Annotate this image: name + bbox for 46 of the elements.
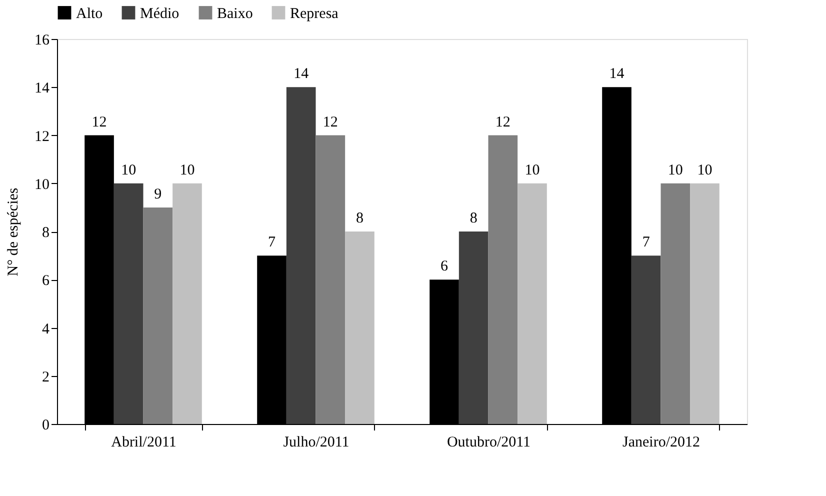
legend-label: Baixo bbox=[217, 6, 253, 22]
y-tick-label: 0 bbox=[42, 418, 50, 434]
y-tick-label: 10 bbox=[34, 176, 50, 193]
bar bbox=[345, 232, 374, 424]
data-label: 14 bbox=[294, 66, 310, 82]
x-tick-label: Julho/2011 bbox=[283, 434, 350, 450]
bar bbox=[690, 183, 720, 424]
y-axis-title: N° de espécies bbox=[6, 188, 22, 276]
y-tick-label: 2 bbox=[42, 369, 50, 386]
x-tick-label: Janeiro/2012 bbox=[622, 434, 700, 450]
bar bbox=[172, 183, 202, 424]
data-label: 12 bbox=[92, 114, 107, 130]
y-tick-label: 16 bbox=[34, 32, 50, 48]
legend-label: Alto bbox=[76, 6, 103, 22]
bar bbox=[518, 183, 547, 424]
data-label: 10 bbox=[524, 162, 540, 178]
y-tick-label: 12 bbox=[34, 128, 50, 145]
legend-label: Médio bbox=[140, 6, 180, 22]
data-label: 10 bbox=[180, 162, 195, 178]
y-tick-label: 8 bbox=[42, 225, 50, 241]
data-label: 9 bbox=[154, 186, 162, 202]
bar bbox=[143, 207, 173, 424]
data-label: 10 bbox=[121, 162, 136, 178]
data-label: 8 bbox=[356, 210, 364, 226]
data-label: 10 bbox=[697, 162, 712, 178]
bar bbox=[286, 87, 316, 424]
data-label: 8 bbox=[470, 210, 478, 226]
legend-label: Represa bbox=[290, 6, 339, 22]
data-label: 14 bbox=[609, 66, 625, 82]
y-tick-label: 14 bbox=[34, 80, 50, 97]
x-tick-label: Outubro/2011 bbox=[446, 434, 531, 450]
data-label: 12 bbox=[495, 114, 510, 130]
bar bbox=[660, 183, 690, 424]
data-label: 10 bbox=[668, 162, 683, 178]
bar bbox=[316, 135, 346, 424]
bar bbox=[458, 232, 488, 424]
data-label: 6 bbox=[440, 258, 449, 275]
y-tick-label: 6 bbox=[42, 273, 50, 290]
y-tick-label: 4 bbox=[42, 321, 50, 338]
data-label: 12 bbox=[322, 114, 338, 130]
bar bbox=[488, 135, 518, 424]
bar bbox=[631, 256, 661, 424]
data-label: 7 bbox=[268, 234, 276, 251]
x-tick-label: Abril/2011 bbox=[111, 434, 176, 450]
data-label: 7 bbox=[642, 234, 650, 251]
bar bbox=[114, 183, 144, 424]
